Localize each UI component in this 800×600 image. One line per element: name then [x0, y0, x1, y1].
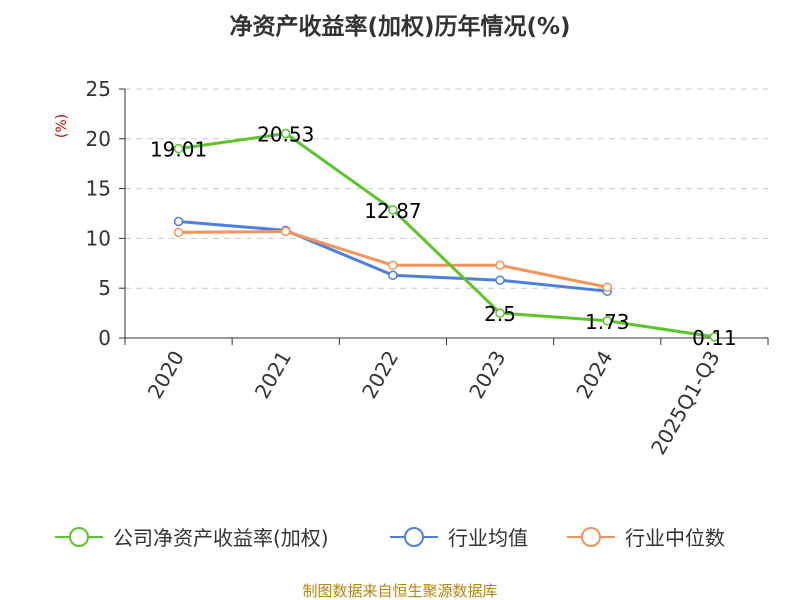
legend: 公司净资产收益率(加权) 行业均值 行业中位数 [55, 526, 725, 550]
x-tick-label: 2025Q1-Q3 [646, 347, 725, 459]
data-labels: 19.01 20.53 12.87 2.5 1.73 0.11 [150, 123, 737, 350]
x-tick-label: 2022 [357, 347, 403, 403]
source-note: 制图数据来自恒生聚源数据库 [302, 582, 497, 600]
data-point [388, 205, 398, 215]
data-point [173, 216, 184, 227]
x-tick-label: 2024 [571, 347, 617, 403]
y-tick-label: 20 [86, 127, 111, 151]
x-tick-label: 2023 [464, 347, 510, 403]
data-point [495, 260, 505, 271]
data-point [281, 128, 291, 139]
y-tick-label: 10 [86, 226, 111, 250]
data-label: 19.01 [150, 138, 207, 162]
data-point [173, 143, 184, 154]
data-label: 20.53 [257, 123, 314, 147]
chart-title: 净资产收益率(加权)历年情况(%) [229, 13, 570, 40]
data-point [281, 226, 291, 237]
series-lines [173, 128, 720, 342]
data-point [495, 275, 505, 285]
data-point [602, 316, 612, 326]
data-point [173, 227, 184, 238]
data-point [495, 308, 505, 318]
legend-label: 公司净资产收益率(加权) [113, 526, 329, 550]
legend-label: 行业均值 [448, 526, 528, 550]
data-label: 0.11 [692, 326, 737, 350]
y-axis-unit-label: (%) [54, 114, 70, 138]
legend-marker-circle [581, 527, 601, 547]
y-tick-label: 5 [98, 276, 111, 300]
data-label: 12.87 [364, 199, 421, 223]
y-tick-label: 0 [98, 326, 111, 350]
data-label: 1.73 [585, 310, 630, 334]
series-line-0 [178, 132, 715, 339]
legend-label: 行业中位数 [625, 526, 725, 550]
data-label: 2.5 [484, 302, 516, 326]
y-tick-label: 25 [86, 77, 111, 101]
legend-marker-circle [404, 527, 424, 547]
data-point [602, 282, 612, 292]
legend-marker-circle [69, 527, 89, 547]
axes: 0 5 10 15 20 25 2020 2021 2022 2023 2024 2025Q1-Q3 [86, 77, 769, 459]
y-tick-label: 15 [86, 177, 111, 201]
x-tick-label: 2020 [143, 347, 189, 403]
x-tick-label: 2021 [250, 347, 296, 403]
data-point [388, 260, 398, 271]
data-point [388, 270, 398, 281]
grid-lines [125, 88, 768, 289]
data-point [709, 332, 720, 342]
